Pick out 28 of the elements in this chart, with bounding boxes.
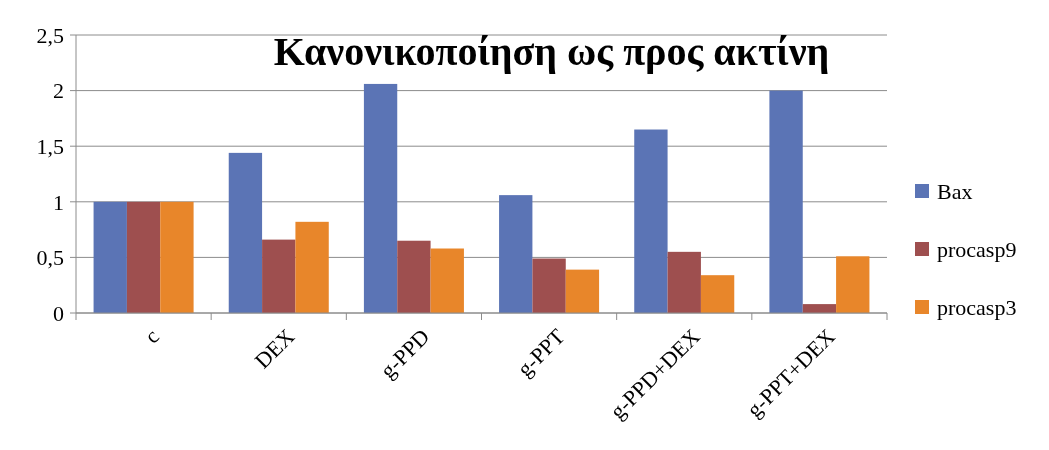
bar (126, 201, 161, 313)
bar (499, 195, 533, 313)
bar (634, 129, 668, 313)
y-tick-label: 0,5 (36, 245, 64, 271)
bar (700, 275, 735, 313)
legend-label: Bax (937, 178, 973, 204)
bar (295, 221, 329, 313)
bar (532, 258, 566, 313)
bar (262, 239, 296, 313)
bar (228, 152, 263, 313)
y-tick-label: 0 (53, 300, 64, 326)
y-tick-label: 2,5 (36, 22, 64, 48)
y-tick-label: 1,5 (36, 133, 64, 159)
bar (397, 240, 431, 313)
bar (565, 269, 600, 313)
y-tick-label: 2 (53, 78, 64, 104)
bar (93, 201, 127, 313)
x-tick-label: c (139, 323, 165, 349)
y-tick-label: 1 (53, 189, 64, 215)
bar (160, 201, 194, 313)
bar (836, 256, 870, 313)
bar (430, 248, 464, 313)
bar (667, 251, 701, 313)
legend-label: procasp9 (937, 236, 1017, 262)
bar (363, 83, 398, 313)
legend-label: procasp3 (937, 294, 1017, 320)
bar (769, 90, 803, 313)
chart-title: Κανονικοποίηση ως προς ακτίνη (273, 29, 830, 74)
